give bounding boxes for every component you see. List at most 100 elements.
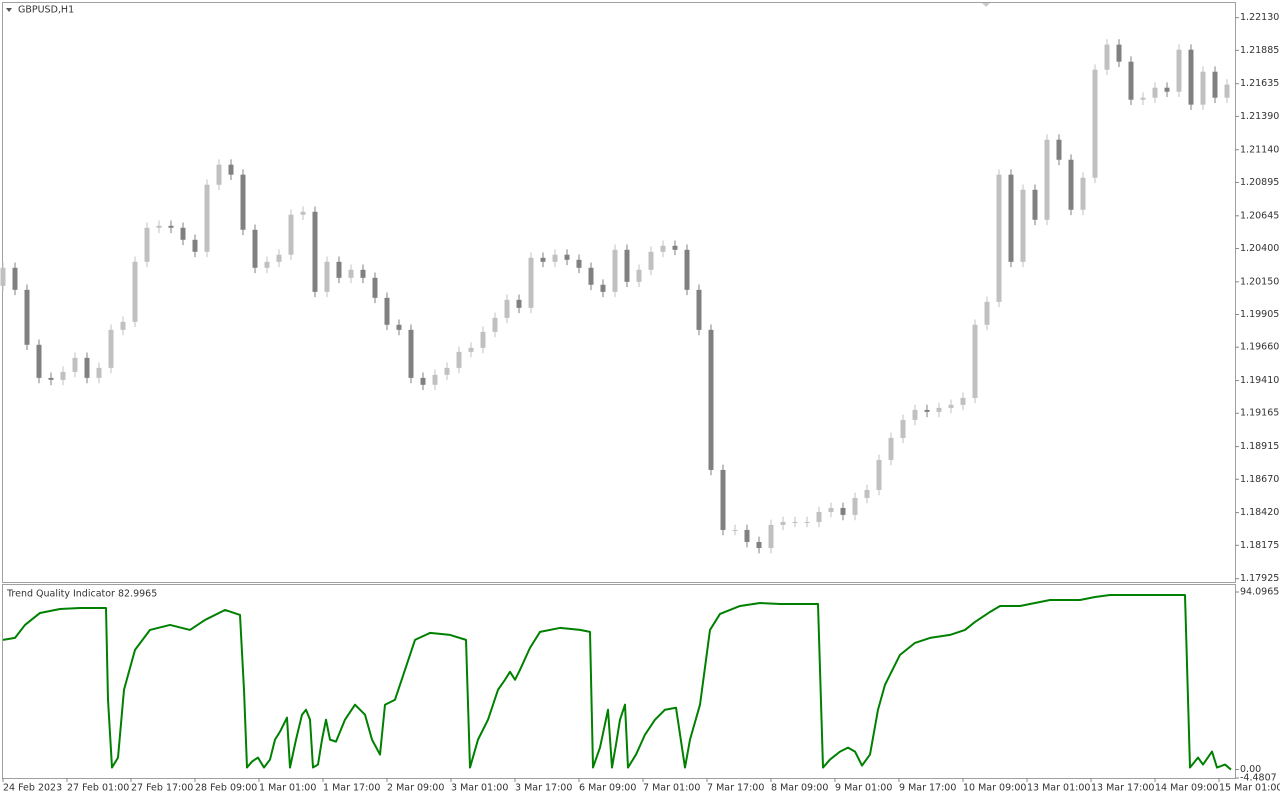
x-tick-label: 8 Mar 09:00 — [771, 783, 828, 794]
y-tick-label: 1.19410 — [1240, 375, 1279, 386]
y-tick-label: 1.19905 — [1240, 309, 1279, 320]
candle-body — [732, 529, 738, 531]
x-tick-label: 7 Mar 17:00 — [707, 783, 764, 794]
candle-body — [468, 347, 474, 352]
y-tick-label: 1.18915 — [1240, 441, 1279, 452]
candle-body — [12, 267, 18, 290]
candle-body — [1068, 159, 1074, 210]
candle-body — [756, 541, 762, 548]
candle-body — [648, 251, 654, 270]
y-tick-label: 1.19660 — [1240, 342, 1279, 353]
y-tick-label: 1.20645 — [1240, 210, 1279, 221]
candle-body — [456, 351, 462, 368]
candle-body — [480, 331, 486, 348]
candle-body — [1176, 49, 1182, 92]
x-tick-label: 27 Feb 01:00 — [67, 783, 129, 794]
y-tick-label: 1.18175 — [1240, 540, 1279, 551]
candle-body — [120, 321, 126, 330]
candle-body — [420, 377, 426, 385]
candle-body — [216, 164, 222, 185]
candle-body — [900, 419, 906, 438]
candle-body — [1212, 71, 1218, 98]
candle-body — [1200, 71, 1206, 105]
candle-body — [36, 344, 42, 378]
candle-body — [600, 284, 606, 292]
y-tick-label: 1.20895 — [1240, 177, 1279, 188]
candle-body — [72, 357, 78, 372]
candle-body — [564, 254, 570, 260]
candle-body — [660, 245, 666, 252]
y-tick-label: 1.22130 — [1240, 12, 1279, 23]
candle-body — [228, 164, 234, 175]
y-tick-label: 1.18420 — [1240, 507, 1279, 518]
candle-body — [1020, 189, 1026, 262]
candle-body — [768, 524, 774, 548]
candle-body — [300, 211, 306, 215]
candle-body — [960, 397, 966, 405]
candle-body — [96, 367, 102, 378]
candle-body — [672, 245, 678, 250]
candle-body — [1224, 84, 1230, 98]
candle-body — [1080, 177, 1086, 210]
candle-body — [192, 239, 198, 252]
candle-body — [624, 249, 630, 282]
candle-body — [936, 407, 942, 412]
candle-body — [1056, 139, 1062, 160]
indicator-line — [2, 594, 1232, 771]
candle-body — [48, 377, 54, 380]
candle-body — [180, 227, 186, 240]
y-tick-label: 1.20150 — [1240, 276, 1279, 287]
symbol-title: GBPUSD,H1 — [18, 5, 74, 16]
x-tick-label: 15 Mar 01:00 — [1219, 783, 1280, 794]
x-tick-label: 2 Mar 09:00 — [387, 783, 444, 794]
y-tick-label: 1.19165 — [1240, 408, 1279, 419]
candle-body — [1032, 189, 1038, 220]
candle-body — [396, 324, 402, 330]
candle-body — [276, 254, 282, 262]
x-tick-label: 27 Feb 17:00 — [131, 783, 193, 794]
candle-body — [384, 297, 390, 325]
candle-body — [1008, 174, 1014, 262]
x-tick-label: 28 Feb 09:00 — [195, 783, 257, 794]
candle-body — [168, 225, 174, 228]
y-tick-label: 0.00 — [1240, 764, 1261, 775]
candle-body — [984, 301, 990, 325]
candle-body — [876, 459, 882, 490]
candle-body — [360, 269, 366, 278]
candle-body — [828, 507, 834, 512]
symbol-menu-arrow[interactable] — [6, 8, 12, 12]
candle-body — [264, 261, 270, 268]
candle-body — [432, 374, 438, 385]
x-tick-label: 24 Feb 2023 — [3, 783, 62, 794]
candle-body — [852, 497, 858, 515]
x-tick-label: 1 Mar 17:00 — [323, 783, 380, 794]
candle-body — [144, 227, 150, 262]
candle-body — [504, 299, 510, 318]
candle-body — [252, 229, 258, 268]
candle-body — [612, 249, 618, 292]
candle-body — [1152, 87, 1158, 98]
y-tick-label: 1.21390 — [1240, 111, 1279, 122]
x-tick-label: 9 Mar 01:00 — [835, 783, 892, 794]
x-tick-label: 9 Mar 17:00 — [899, 783, 956, 794]
candle-body — [156, 225, 162, 228]
candle-body — [240, 174, 246, 230]
shift-marker[interactable] — [982, 3, 990, 7]
x-tick-label: 13 Mar 17:00 — [1091, 783, 1154, 794]
y-tick-label: 1.21635 — [1240, 78, 1279, 89]
candle-body — [540, 257, 546, 262]
x-tick-label: 14 Mar 09:00 — [1155, 783, 1218, 794]
candle-body — [864, 489, 870, 498]
candle-body — [696, 289, 702, 330]
candle-body — [288, 214, 294, 255]
x-tick-label: 1 Mar 01:00 — [259, 783, 316, 794]
candle-body — [0, 267, 6, 286]
y-tick-label: 1.18670 — [1240, 474, 1279, 485]
candle-body — [60, 371, 66, 380]
candle-body — [972, 324, 978, 398]
candle-body — [996, 174, 1002, 302]
indicator-panel — [2, 584, 1236, 779]
candle-body — [444, 367, 450, 375]
y-tick-label: -4.4807 — [1240, 773, 1277, 784]
